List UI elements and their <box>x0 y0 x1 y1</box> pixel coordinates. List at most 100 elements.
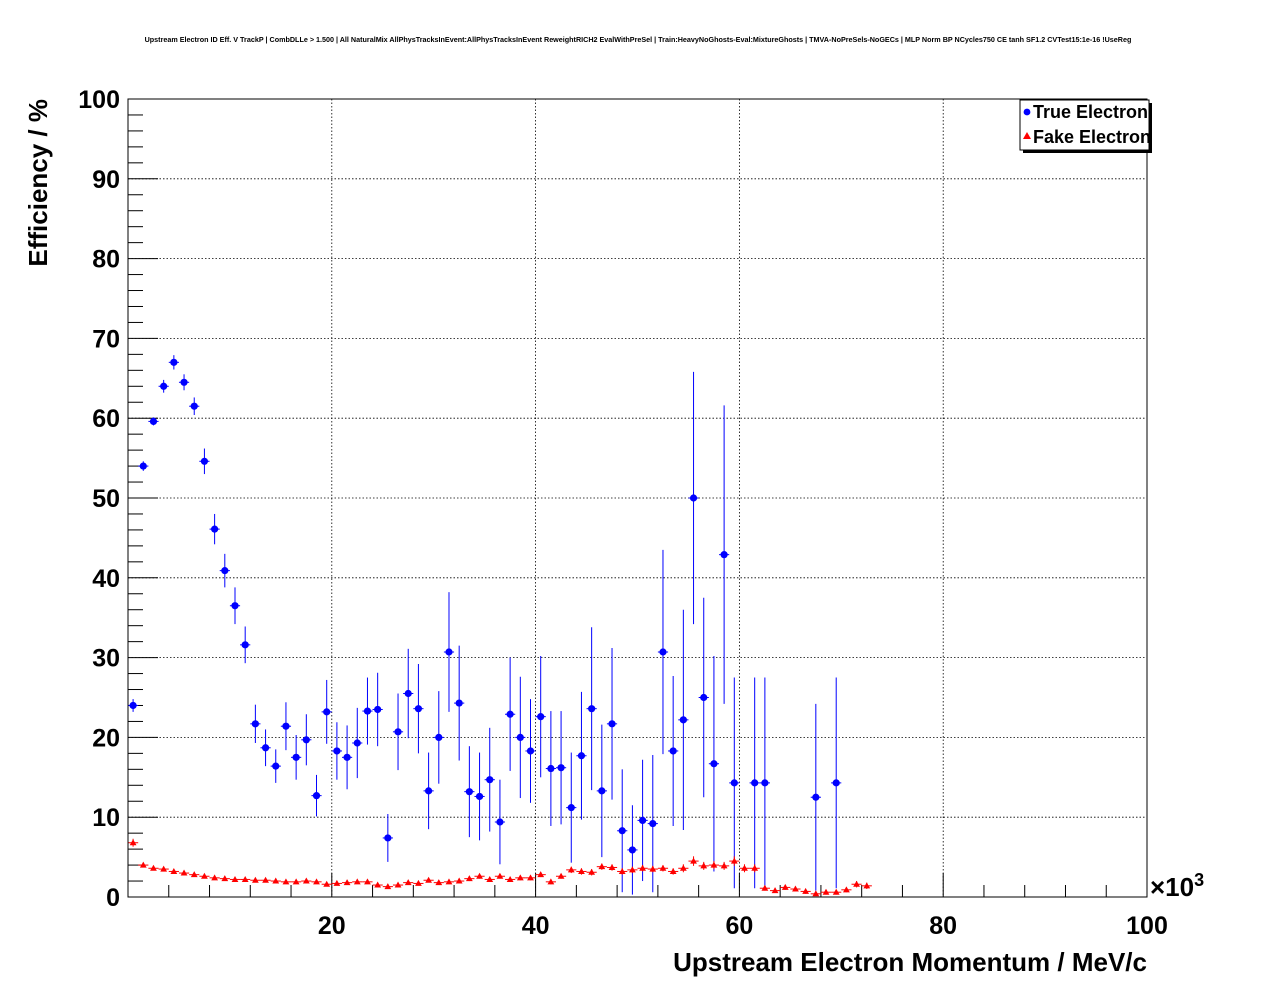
fake-electron-point <box>781 883 789 890</box>
fake-electron-point <box>343 879 351 886</box>
true-electron-point <box>598 787 606 795</box>
fake-electron-point <box>832 888 840 895</box>
y-tick-label: 10 <box>92 804 120 832</box>
true-electron-point <box>414 705 423 713</box>
true-electron-point <box>608 720 616 728</box>
x-axis-label: Upstream Electron Momentum / MeV/c <box>673 947 1147 977</box>
fake-electron-point <box>802 887 810 894</box>
data-layer <box>128 355 872 897</box>
tick-layer: 20 40 60 80 100 0 10 20 30 40 50 60 70 80 90 100 <box>78 86 1168 940</box>
true-electron-point <box>394 728 402 736</box>
fake-electron-point <box>608 863 616 870</box>
true-electron-point <box>751 779 759 787</box>
x-tick-label: 20 <box>318 912 346 940</box>
fake-electron-point <box>527 874 534 881</box>
true-electron-point <box>588 705 596 713</box>
fake-electron-point <box>669 867 677 874</box>
true-electron-point <box>272 762 280 770</box>
fake-electron-point <box>425 876 433 883</box>
y-tick-label: 40 <box>92 565 120 593</box>
true-electron-point <box>638 816 647 824</box>
true-electron-point <box>689 494 698 502</box>
y-tick-label: 0 <box>106 884 120 912</box>
fake-electron-point <box>251 876 259 883</box>
true-electron-point <box>190 402 198 410</box>
fake-electron-point <box>160 865 168 872</box>
fake-electron-point <box>842 886 850 893</box>
fake-electron-point <box>374 881 382 888</box>
x-tick-label: 60 <box>725 912 753 940</box>
true-electron-point <box>211 525 219 533</box>
fake-electron-point <box>588 868 596 875</box>
true-electron-point <box>710 760 718 768</box>
true-electron-point <box>404 689 412 698</box>
fake-electron-point <box>496 872 504 879</box>
fake-electron-point <box>516 874 524 881</box>
true-electron-point <box>312 792 321 800</box>
y-tick-label: 70 <box>92 325 120 353</box>
true-electron-point <box>557 764 565 772</box>
fake-electron-point <box>241 875 249 882</box>
fake-electron-point <box>150 864 157 871</box>
fake-electron-point <box>720 862 728 869</box>
true-electron-point <box>200 457 209 465</box>
fake-electron-point <box>465 875 473 882</box>
fake-electron-point <box>292 878 300 885</box>
legend-label-true-electron: True Electron <box>1033 102 1148 122</box>
true-electron-point <box>160 382 168 390</box>
fake-electron-point <box>537 871 545 878</box>
fake-electron-point <box>557 872 565 879</box>
true-electron-point <box>465 788 473 796</box>
true-electron-point <box>425 787 433 795</box>
true-electron-point <box>628 846 637 854</box>
fake-electron-point <box>751 864 759 871</box>
legend-box <box>1019 99 1150 151</box>
true-electron-point <box>343 753 351 761</box>
true-electron-point <box>221 567 229 575</box>
fake-electron-point <box>853 880 860 887</box>
true-electron-point <box>180 378 188 386</box>
true-electron-point <box>496 818 504 826</box>
true-electron-point <box>506 710 514 718</box>
true-electron-point <box>486 776 494 784</box>
fake-electron-point <box>201 872 208 879</box>
true-electron-point <box>720 551 728 559</box>
fake-electron-point <box>211 874 219 881</box>
y-tick-label: 60 <box>92 405 120 433</box>
true-electron-point <box>261 744 270 752</box>
fake-electron-point <box>710 861 718 868</box>
true-electron-point <box>302 736 310 744</box>
fake-electron-point <box>741 864 748 871</box>
true-electron-point <box>435 733 443 742</box>
fake-electron-point <box>476 872 483 879</box>
x-tick-label: 80 <box>929 912 957 940</box>
y-tick-label: 20 <box>92 724 120 752</box>
fake-electron-point <box>384 883 392 890</box>
true-electron-point <box>679 716 687 724</box>
fake-electron-point <box>404 879 412 886</box>
fake-electron-point <box>180 869 188 876</box>
fake-electron-point <box>812 890 820 897</box>
fake-electron-point <box>792 885 799 892</box>
true-electron-point <box>231 602 239 610</box>
fake-electron-point <box>323 880 331 887</box>
fake-electron-point <box>190 871 198 878</box>
fake-electron-point <box>629 866 636 873</box>
grid-layer <box>128 99 1147 897</box>
true-electron-point <box>475 792 484 801</box>
true-electron-point <box>149 417 158 425</box>
fake-electron-point <box>506 875 514 882</box>
true-electron-point <box>282 722 290 730</box>
y-tick-label: 30 <box>92 645 120 673</box>
fake-electron-point <box>700 862 708 869</box>
true-electron-point <box>730 779 738 787</box>
x-tick-label: 40 <box>522 912 550 940</box>
true-electron-point <box>333 747 341 755</box>
y-axis-label: Efficiency / % <box>23 99 53 267</box>
fake-electron-point <box>486 875 494 882</box>
true-electron-point <box>537 713 545 721</box>
true-electron-point <box>353 739 361 747</box>
true-electron-point <box>761 779 769 787</box>
fake-electron-point <box>863 882 871 889</box>
